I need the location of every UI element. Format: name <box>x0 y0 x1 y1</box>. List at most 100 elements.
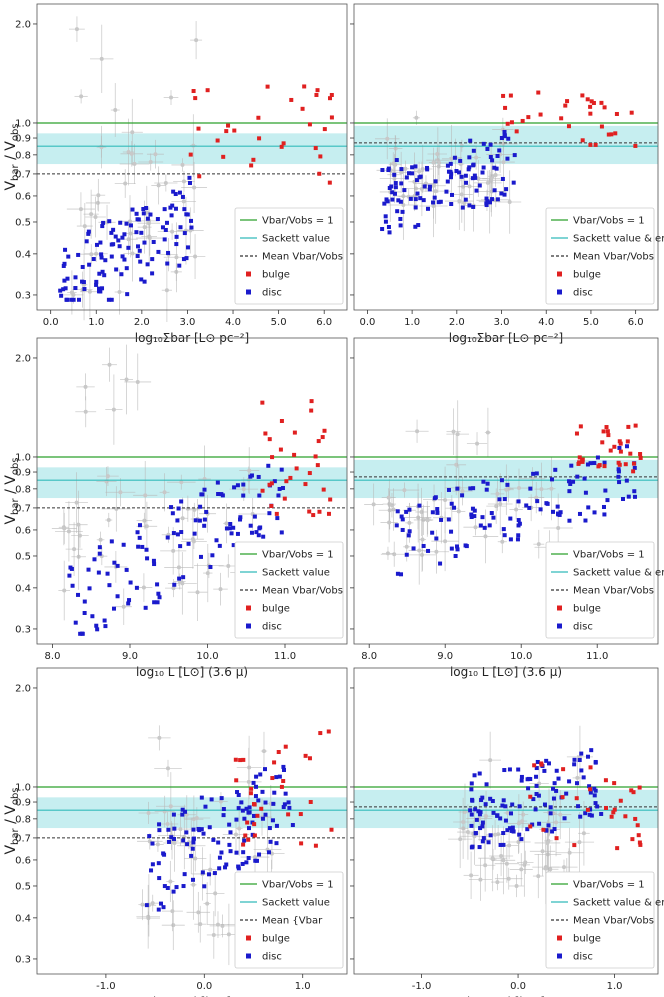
disc-point <box>484 487 489 492</box>
grey-point <box>69 290 74 295</box>
grey-point <box>462 809 467 814</box>
x-tick-label: 0.0 <box>43 317 59 328</box>
bulge-point <box>618 449 623 454</box>
disc-point <box>252 514 257 519</box>
bulge-point <box>600 440 605 445</box>
disc-point <box>208 565 213 570</box>
axes-frame <box>36 3 348 311</box>
disc-point <box>445 163 450 168</box>
bulge-point <box>329 827 334 832</box>
panel-p5: -1.0 0.0 1.0 0.3 0.4 0.5 0.6 0.7 0.8 0.9 1.0 2.0 log… <box>3 667 348 997</box>
disc-point <box>499 136 504 141</box>
legend-label: bulge <box>262 270 290 281</box>
disc-point <box>512 153 517 158</box>
bulge-point <box>308 799 313 804</box>
disc-point <box>183 809 188 814</box>
disc-point <box>112 606 117 611</box>
disc-point <box>431 200 436 205</box>
disc-point <box>534 471 539 476</box>
bulge-point <box>588 787 593 792</box>
bulge-point <box>281 141 286 146</box>
disc-point <box>535 499 540 504</box>
bulge-point <box>631 469 636 474</box>
disc-point <box>82 287 87 292</box>
x-tick-label: 9.0 <box>122 651 138 662</box>
bulge-point <box>249 786 254 791</box>
disc-point <box>501 831 506 836</box>
disc-point <box>150 862 155 867</box>
y-axis-label-mid: / V <box>3 805 19 829</box>
grey-point <box>403 166 408 171</box>
grey-point <box>83 384 88 389</box>
grey-point <box>156 183 161 188</box>
disc-point <box>165 261 170 266</box>
disc-point <box>286 800 291 805</box>
disc-point <box>519 774 524 779</box>
y-tick-label: 1.0 <box>15 452 31 463</box>
bulge-point <box>311 513 316 518</box>
y-tick-label: 0.6 <box>15 191 31 202</box>
grey-point <box>386 495 391 500</box>
disc-point <box>281 764 286 769</box>
disc-point <box>157 876 162 881</box>
bulge-point <box>298 812 303 817</box>
disc-point <box>398 199 403 204</box>
disc-point <box>175 532 180 537</box>
disc-point <box>460 493 465 498</box>
disc-point <box>280 486 285 491</box>
disc-point <box>254 774 259 779</box>
disc-point <box>508 537 513 542</box>
grey-point <box>165 821 170 826</box>
bulge-point <box>326 729 331 734</box>
grey-point <box>489 176 494 181</box>
disc-point <box>414 178 419 183</box>
disc-point <box>485 199 490 204</box>
legend-box <box>234 871 344 969</box>
disc-point <box>187 180 192 185</box>
disc-point <box>449 546 454 551</box>
bulge-point <box>318 154 323 159</box>
disc-point <box>272 790 277 795</box>
disc-point <box>400 517 405 522</box>
grey-point <box>485 180 490 185</box>
grey-point <box>77 533 82 538</box>
bulge-point <box>248 791 253 796</box>
disc-point <box>585 754 590 759</box>
disc-point <box>221 807 226 812</box>
disc-point <box>139 230 144 235</box>
disc-point <box>500 176 505 181</box>
disc-point <box>221 813 226 818</box>
grey-point <box>165 766 170 771</box>
disc-point <box>267 826 272 831</box>
disc-point <box>120 254 125 259</box>
disc-point <box>467 155 472 160</box>
grey-point <box>484 814 489 819</box>
disc-point <box>400 527 405 532</box>
disc-point <box>150 841 155 846</box>
disc-point <box>626 494 631 499</box>
disc-point <box>97 289 102 294</box>
disc-point <box>404 552 409 557</box>
disc-point <box>238 517 243 522</box>
grey-point <box>191 539 196 544</box>
disc-point <box>201 831 206 836</box>
y-tick-label: 1.0 <box>15 782 31 793</box>
disc-point <box>510 802 515 807</box>
bulge-point <box>307 756 312 761</box>
y-tick-label: 0.7 <box>15 503 31 514</box>
disc-point <box>592 510 597 515</box>
bulge-point <box>282 496 287 501</box>
bulge-point <box>589 99 594 104</box>
bulge-point <box>623 814 628 819</box>
disc-point <box>178 225 183 230</box>
bulge-point <box>234 778 239 783</box>
disc-point <box>164 220 169 225</box>
disc-point <box>473 807 478 812</box>
legend-label: bulge <box>573 604 601 615</box>
disc-point <box>143 605 148 610</box>
grey-point <box>443 539 448 544</box>
disc-point <box>109 254 114 259</box>
disc-point <box>474 188 479 193</box>
bulge-point <box>326 511 331 516</box>
grey-point <box>176 565 181 570</box>
